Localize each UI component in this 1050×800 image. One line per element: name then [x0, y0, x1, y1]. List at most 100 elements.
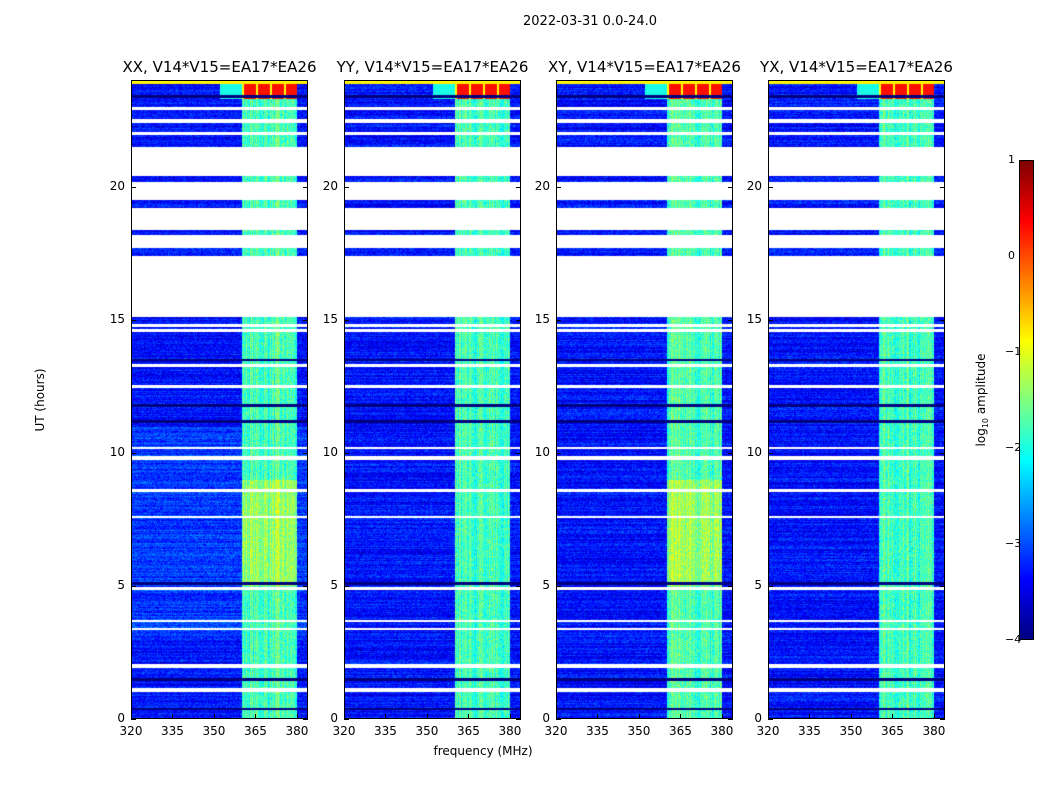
x-tick-label: 320 — [544, 724, 568, 738]
waterfall-panel: XX, V14*V15=EA17*EA26 320 335 350 365 380 0 5 10… — [110, 58, 317, 738]
colorbar — [1019, 160, 1034, 640]
y-tick-label: 15 — [109, 311, 125, 326]
x-tick-label: 380 — [285, 724, 309, 738]
x-tick-label: 380 — [922, 724, 946, 738]
y-tick — [131, 719, 136, 720]
x-tick — [213, 714, 215, 719]
y-tick — [303, 452, 308, 454]
x-tick — [385, 714, 387, 719]
y-tick — [728, 186, 733, 188]
heatmap-image — [131, 80, 308, 719]
y-tick-label: 15 — [746, 311, 762, 326]
y-tick — [728, 452, 733, 454]
y-tick-label: 10 — [746, 444, 762, 459]
panel-title: XX, V14*V15=EA17*EA26 — [122, 58, 317, 76]
y-tick — [131, 319, 136, 321]
colorbar-tick-label: 1 — [1008, 153, 1015, 166]
y-tick — [516, 452, 521, 454]
y-tick-label: 0 — [754, 711, 762, 725]
panel-title: YY, V14*V15=EA17*EA26 — [336, 58, 529, 76]
y-tick — [728, 585, 733, 587]
waterfall-panel: XY, V14*V15=EA17*EA26 320 335 350 365 380 0 5 10… — [535, 58, 741, 738]
x-tick — [721, 714, 723, 719]
x-tick-label: 380 — [710, 724, 734, 738]
y-axis-label: UT (hours) — [33, 368, 47, 432]
y-tick — [131, 452, 136, 454]
x-tick-label: 365 — [669, 724, 692, 738]
y-tick — [768, 186, 773, 188]
y-tick — [768, 719, 773, 720]
x-tick-label: 380 — [498, 724, 522, 738]
y-tick-label: 10 — [534, 444, 550, 459]
y-tick — [344, 452, 349, 454]
y-tick-label: 10 — [109, 444, 125, 459]
y-tick — [556, 319, 561, 321]
heatmap-image — [768, 80, 945, 719]
waterfall-panel: YX, V14*V15=EA17*EA26 320 335 350 365 380 0 5 10… — [747, 58, 953, 738]
colorbar-tick-label: −1 — [1005, 345, 1022, 358]
y-tick-label: 5 — [754, 577, 762, 592]
colorbar-tick-label: −3 — [1005, 537, 1022, 550]
x-tick — [255, 714, 257, 719]
x-tick — [850, 714, 852, 719]
y-tick — [344, 585, 349, 587]
y-tick-label: 5 — [117, 577, 125, 592]
x-tick-label: 365 — [457, 724, 480, 738]
x-tick-label: 320 — [119, 724, 143, 738]
y-tick — [556, 585, 561, 587]
panel-title: XY, V14*V15=EA17*EA26 — [548, 58, 741, 76]
y-tick — [556, 452, 561, 454]
colorbar-label: log10 amplitude — [973, 353, 991, 447]
panel-title: YX, V14*V15=EA17*EA26 — [760, 58, 953, 76]
x-tick — [638, 714, 640, 719]
y-tick — [768, 319, 773, 321]
y-tick-label: 20 — [109, 178, 125, 193]
y-tick — [940, 452, 945, 454]
heatmap-image — [344, 80, 521, 719]
y-tick — [303, 719, 308, 720]
colorbar-tick-label: −2 — [1005, 441, 1022, 454]
y-tick-label: 5 — [542, 577, 550, 592]
x-tick — [556, 714, 557, 719]
y-tick-label: 20 — [322, 178, 338, 193]
x-tick-label: 350 — [202, 724, 226, 738]
colorbar-tick-label: −4 — [1005, 633, 1022, 646]
y-tick — [516, 719, 521, 720]
y-tick — [728, 319, 733, 321]
x-tick-label: 365 — [244, 724, 267, 738]
y-tick — [131, 585, 136, 587]
y-tick — [940, 186, 945, 188]
y-tick — [303, 319, 308, 321]
x-tick — [468, 714, 470, 719]
x-tick — [509, 714, 511, 719]
x-tick — [131, 714, 132, 719]
x-tick — [344, 714, 345, 719]
heatmap-image — [556, 80, 733, 719]
x-tick — [768, 714, 769, 719]
x-tick — [892, 714, 894, 719]
y-tick — [516, 319, 521, 321]
colorbar-tick-label: 0 — [1008, 249, 1015, 262]
x-tick-label: 350 — [415, 724, 439, 738]
x-tick-label: 350 — [627, 724, 651, 738]
figure-title: 2022-03-31 0.0-24.0 — [523, 14, 657, 29]
y-tick — [344, 319, 349, 321]
y-tick-label: 15 — [322, 311, 338, 326]
x-tick-label: 335 — [161, 724, 184, 738]
x-tick — [426, 714, 428, 719]
x-tick — [933, 714, 935, 719]
y-tick — [768, 452, 773, 454]
y-tick-label: 15 — [534, 311, 550, 326]
y-tick — [556, 719, 561, 720]
x-tick-label: 335 — [374, 724, 397, 738]
y-tick — [940, 719, 945, 720]
x-tick-label: 365 — [881, 724, 904, 738]
y-tick — [768, 585, 773, 587]
x-tick-label: 320 — [756, 724, 780, 738]
y-tick-label: 0 — [542, 711, 550, 725]
y-tick — [940, 585, 945, 587]
x-tick-label: 335 — [798, 724, 821, 738]
y-tick — [344, 719, 349, 720]
y-tick — [516, 585, 521, 587]
